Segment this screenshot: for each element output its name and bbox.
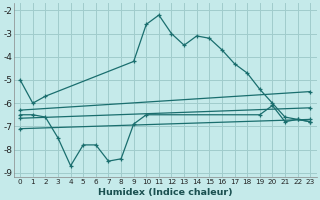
X-axis label: Humidex (Indice chaleur): Humidex (Indice chaleur) — [98, 188, 233, 197]
